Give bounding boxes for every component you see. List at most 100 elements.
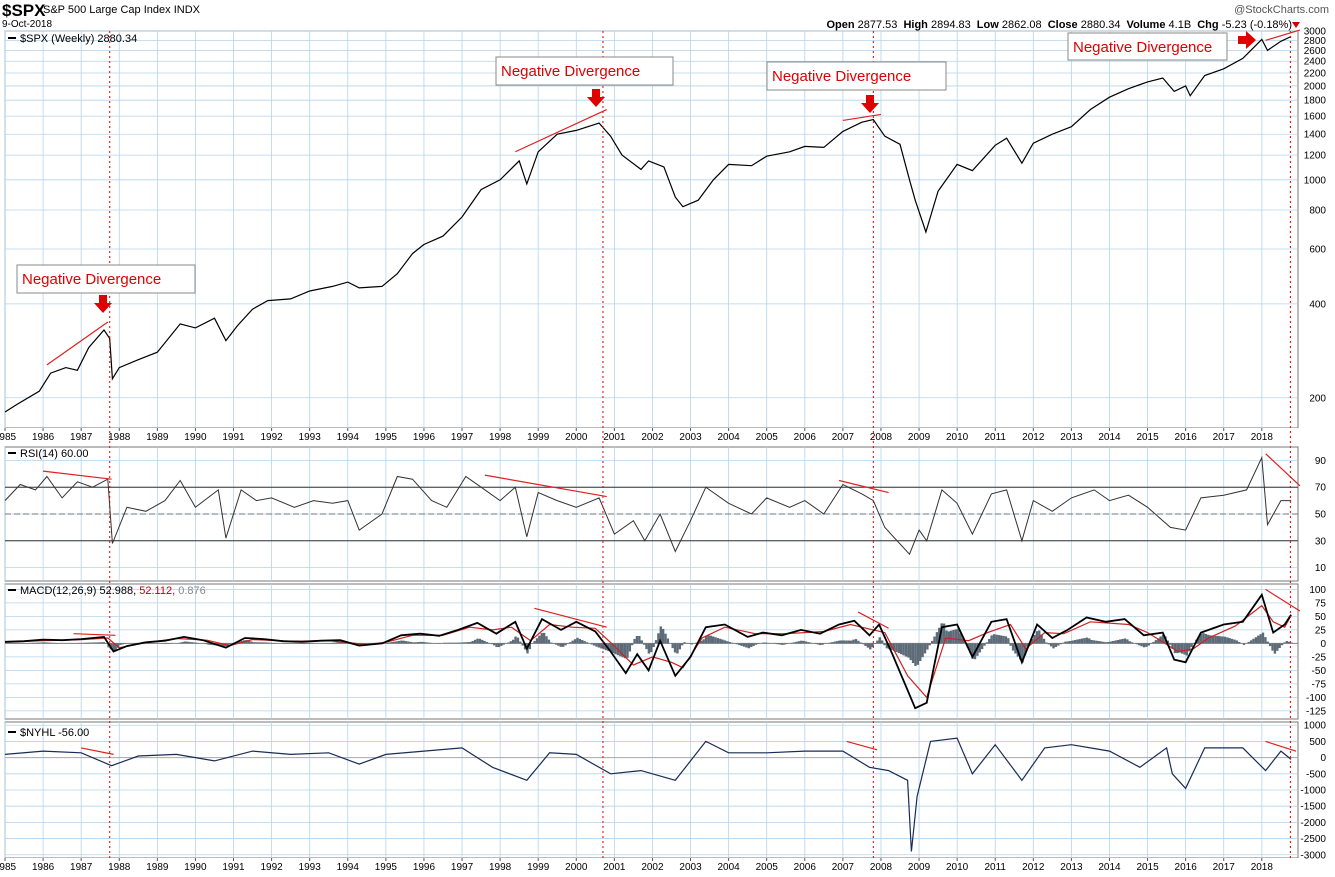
- macd-histogram-bar: [650, 643, 653, 653]
- macd-histogram-bar: [209, 643, 213, 645]
- y-tick-label: 100: [1309, 585, 1326, 596]
- macd-histogram-bar: [85, 642, 89, 644]
- macd-histogram-bar: [921, 643, 924, 658]
- macd-histogram-bar: [1168, 643, 1172, 645]
- macd-histogram-bar: [1280, 643, 1284, 646]
- macd-histogram-bar: [257, 642, 260, 644]
- macd-histogram-bar: [797, 641, 801, 644]
- macd-histogram-bar: [645, 643, 648, 650]
- macd-histogram-bar: [838, 640, 841, 644]
- macd-histogram-bar: [269, 642, 272, 644]
- y-tick-label: 50: [1315, 510, 1327, 521]
- macd-histogram-bar: [900, 643, 903, 655]
- macd-histogram-bar: [1252, 638, 1255, 644]
- macd-histogram-bar: [83, 642, 86, 644]
- macd-histogram-bar: [609, 643, 612, 653]
- y-tick-label: 70: [1315, 483, 1327, 494]
- macd-histogram-bar: [707, 634, 710, 644]
- macd-histogram-bar: [204, 643, 208, 645]
- macd-histogram-bar: [331, 642, 334, 644]
- indicator-divergence-line: [1265, 453, 1301, 487]
- macd-histogram-bar: [35, 642, 39, 644]
- x-tick-label: 2008: [870, 862, 893, 873]
- macd-histogram-bar: [1157, 638, 1160, 644]
- y-tick-label: 1200: [1304, 151, 1327, 162]
- macd-histogram-bar: [521, 643, 524, 646]
- macd-histogram-bar: [1042, 638, 1046, 644]
- macd-histogram-bar: [681, 643, 684, 646]
- macd-histogram-bar: [714, 637, 717, 644]
- macd-histogram-bar: [1123, 638, 1127, 644]
- macd-histogram-bar: [821, 643, 824, 645]
- macd-histogram-bar: [980, 643, 984, 650]
- macd-histogram-bar: [1247, 641, 1250, 644]
- macd-histogram-bar: [623, 643, 627, 659]
- macd-histogram-bar: [1040, 634, 1043, 644]
- red-right-arrow-icon: [1238, 31, 1256, 49]
- macd-histogram-bar: [1088, 638, 1091, 644]
- macd-histogram-bar: [764, 642, 767, 644]
- macd-histogram-bar: [1057, 643, 1060, 646]
- macd-histogram-bar: [1054, 643, 1058, 647]
- y-tick-label: 1600: [1304, 112, 1327, 123]
- macd-histogram-bar: [412, 642, 415, 644]
- macd-histogram-bar: [635, 635, 639, 644]
- x-tick-label: 2013: [1060, 862, 1083, 873]
- index-name: S&P 500 Large Cap Index INDX: [43, 4, 200, 16]
- macd-histogram-bar: [45, 642, 48, 644]
- x-tick-label: 2004: [717, 862, 740, 873]
- macd-histogram-bar: [547, 639, 551, 644]
- panel-frame-0: [4, 30, 1299, 429]
- x-tick-label: 2005: [756, 862, 779, 873]
- macd-histogram-bar: [462, 642, 465, 644]
- x-tick-label: 2016: [1175, 432, 1198, 443]
- macd-histogram-bar: [569, 642, 572, 644]
- x-tick-label: 1992: [260, 862, 283, 873]
- red-down-arrow-icon: [587, 89, 605, 107]
- macd-histogram-bar: [731, 642, 734, 644]
- macd-histogram-bar: [726, 641, 729, 644]
- macd-histogram-bar: [711, 636, 715, 644]
- macd-histogram-bar: [1130, 642, 1134, 644]
- macd-histogram-bar: [1116, 639, 1119, 644]
- y-tick-label: -1000: [1300, 786, 1326, 797]
- macd-histogram-bar: [538, 635, 541, 644]
- macd-histogram-bar: [861, 643, 865, 645]
- macd-histogram-bar: [790, 642, 793, 644]
- macd-histogram-bar: [1011, 643, 1015, 651]
- macd-histogram-bar: [1138, 643, 1141, 646]
- x-tick-label: 1991: [222, 432, 245, 443]
- macd-histogram-bar: [664, 633, 667, 644]
- y-tick-label: 10: [1315, 563, 1327, 574]
- macd-histogram-bar: [1073, 640, 1077, 644]
- macd-histogram-bar: [497, 643, 501, 648]
- macd-histogram-bar: [190, 642, 194, 644]
- macd-histogram-bar: [626, 643, 629, 658]
- indicator-divergence-line: [43, 470, 112, 480]
- macd-histogram-bar: [585, 642, 589, 644]
- macd-histogram-bar: [516, 637, 520, 644]
- macd-histogram-bar: [621, 643, 624, 658]
- macd-histogram-bar: [671, 643, 674, 649]
- macd-histogram-bar: [1047, 643, 1050, 645]
- macd-histogram-bar: [533, 640, 536, 644]
- macd-histogram-bar: [116, 643, 120, 648]
- macd-histogram-bar: [1173, 643, 1177, 654]
- x-tick-label: 1987: [70, 432, 93, 443]
- macd-histogram-bar: [778, 643, 781, 645]
- macd-histogram-bar: [930, 640, 934, 644]
- macd-histogram-bar: [409, 641, 413, 644]
- macd-histogram-bar: [1261, 632, 1265, 644]
- macd-histogram-bar: [652, 643, 655, 647]
- macd-histogram-bar: [459, 642, 463, 644]
- macd-histogram-bar: [1242, 643, 1246, 645]
- macd-histogram-bar: [895, 643, 898, 652]
- y-tick-label: 600: [1309, 244, 1326, 255]
- macd-histogram-bar: [519, 641, 522, 644]
- macd-histogram-bar: [1111, 641, 1115, 644]
- macd-histogram-bar: [866, 643, 870, 648]
- macd-histogram-bar: [423, 642, 427, 644]
- x-tick-label: 2001: [603, 432, 626, 443]
- y-tick-label: 400: [1309, 299, 1326, 310]
- macd-histogram-bar: [445, 642, 448, 644]
